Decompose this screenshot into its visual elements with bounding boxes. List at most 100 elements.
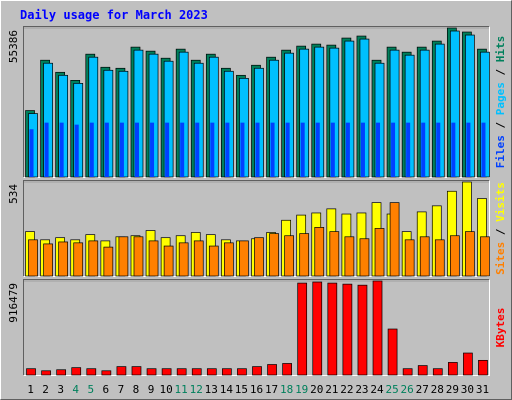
bar: [26, 368, 36, 376]
bar: [297, 282, 308, 376]
legend-entry: Files: [494, 135, 507, 168]
bar: [56, 369, 67, 376]
bar: [417, 365, 428, 376]
bar: [134, 122, 139, 177]
bar: [284, 235, 294, 277]
x-tick-label: 23: [355, 383, 368, 396]
bar: [312, 281, 323, 376]
legend-separator: /: [494, 222, 507, 242]
x-tick-label: 28: [431, 383, 444, 396]
legend: KBytes: [494, 308, 507, 348]
bar: [330, 122, 335, 177]
bar: [59, 122, 64, 177]
bar: [465, 231, 475, 277]
bar: [463, 352, 473, 376]
legend: Sites / Visits: [494, 182, 507, 275]
bar: [118, 236, 129, 277]
bar: [89, 122, 94, 177]
bar: [344, 236, 355, 277]
x-tick-label: 1: [27, 383, 34, 396]
bar: [254, 237, 264, 277]
bar: [41, 370, 51, 376]
bar: [478, 359, 488, 376]
bar: [252, 366, 262, 376]
x-tick-label: 4: [72, 383, 79, 396]
bar: [372, 280, 383, 376]
x-tick-label: 17: [265, 383, 278, 396]
bar: [285, 122, 290, 177]
bar: [387, 328, 398, 376]
panel: [23, 279, 490, 376]
panel-bevel-dark: [23, 26, 490, 178]
bar: [180, 122, 185, 177]
bar: [193, 240, 204, 277]
panel-bevel-light: [23, 279, 490, 376]
bar: [466, 122, 471, 177]
x-tick-label: 18: [280, 383, 293, 396]
x-tick-label: 31: [476, 383, 489, 396]
bar: [161, 368, 172, 376]
bar: [327, 282, 338, 376]
legend-separator: /: [494, 115, 507, 135]
x-tick-label: 2: [42, 383, 49, 396]
bar: [206, 368, 217, 376]
x-tick-label: 8: [133, 383, 140, 396]
bar: [345, 122, 350, 177]
bar: [315, 122, 320, 177]
bar: [222, 368, 232, 376]
x-tick-label: 30: [461, 383, 474, 396]
bar: [208, 245, 219, 277]
x-tick-label: 20: [310, 383, 323, 396]
bar: [434, 239, 445, 277]
bar: [447, 362, 458, 376]
bar: [165, 122, 170, 177]
panel-bevel-dark: [23, 279, 490, 376]
bar: [449, 235, 460, 277]
bar: [74, 124, 79, 177]
legend-separator: /: [494, 62, 507, 82]
bar: [133, 236, 144, 277]
bar: [406, 122, 411, 177]
bar: [163, 245, 174, 277]
bar: [240, 122, 245, 177]
x-tick-label: 5: [87, 383, 94, 396]
bar: [299, 233, 310, 277]
bar: [421, 122, 426, 177]
y-tick-label: 916479: [7, 283, 20, 323]
bar: [104, 122, 109, 177]
bar: [131, 366, 142, 376]
bar: [329, 231, 340, 277]
bar: [419, 236, 430, 277]
x-tick-label: 19: [295, 383, 308, 396]
bar: [88, 240, 99, 277]
legend-entry: Hits: [494, 36, 507, 63]
x-tick-label: 3: [57, 383, 64, 396]
x-tick-label: 29: [446, 383, 459, 396]
bar: [176, 368, 187, 376]
x-tick-label: 25: [385, 383, 398, 396]
bar: [58, 241, 69, 277]
bar: [29, 129, 34, 177]
x-tick-label: 26: [401, 383, 414, 396]
bar: [116, 366, 127, 376]
bar: [389, 202, 400, 277]
legend-entry: Visits: [494, 182, 507, 222]
bar: [43, 243, 53, 277]
bar: [451, 122, 456, 177]
bar: [150, 122, 155, 177]
bar: [73, 242, 84, 277]
x-tick-label: 6: [103, 383, 110, 396]
bar: [360, 122, 365, 177]
bar: [237, 368, 247, 376]
x-tick-label: 15: [235, 383, 248, 396]
bar: [119, 122, 124, 177]
bar: [432, 368, 443, 376]
bar: [270, 122, 275, 177]
bar: [44, 122, 49, 177]
bar: [101, 370, 112, 376]
x-tick-label: 13: [205, 383, 218, 396]
x-tick-label: 11: [175, 383, 188, 396]
bar: [86, 368, 97, 376]
